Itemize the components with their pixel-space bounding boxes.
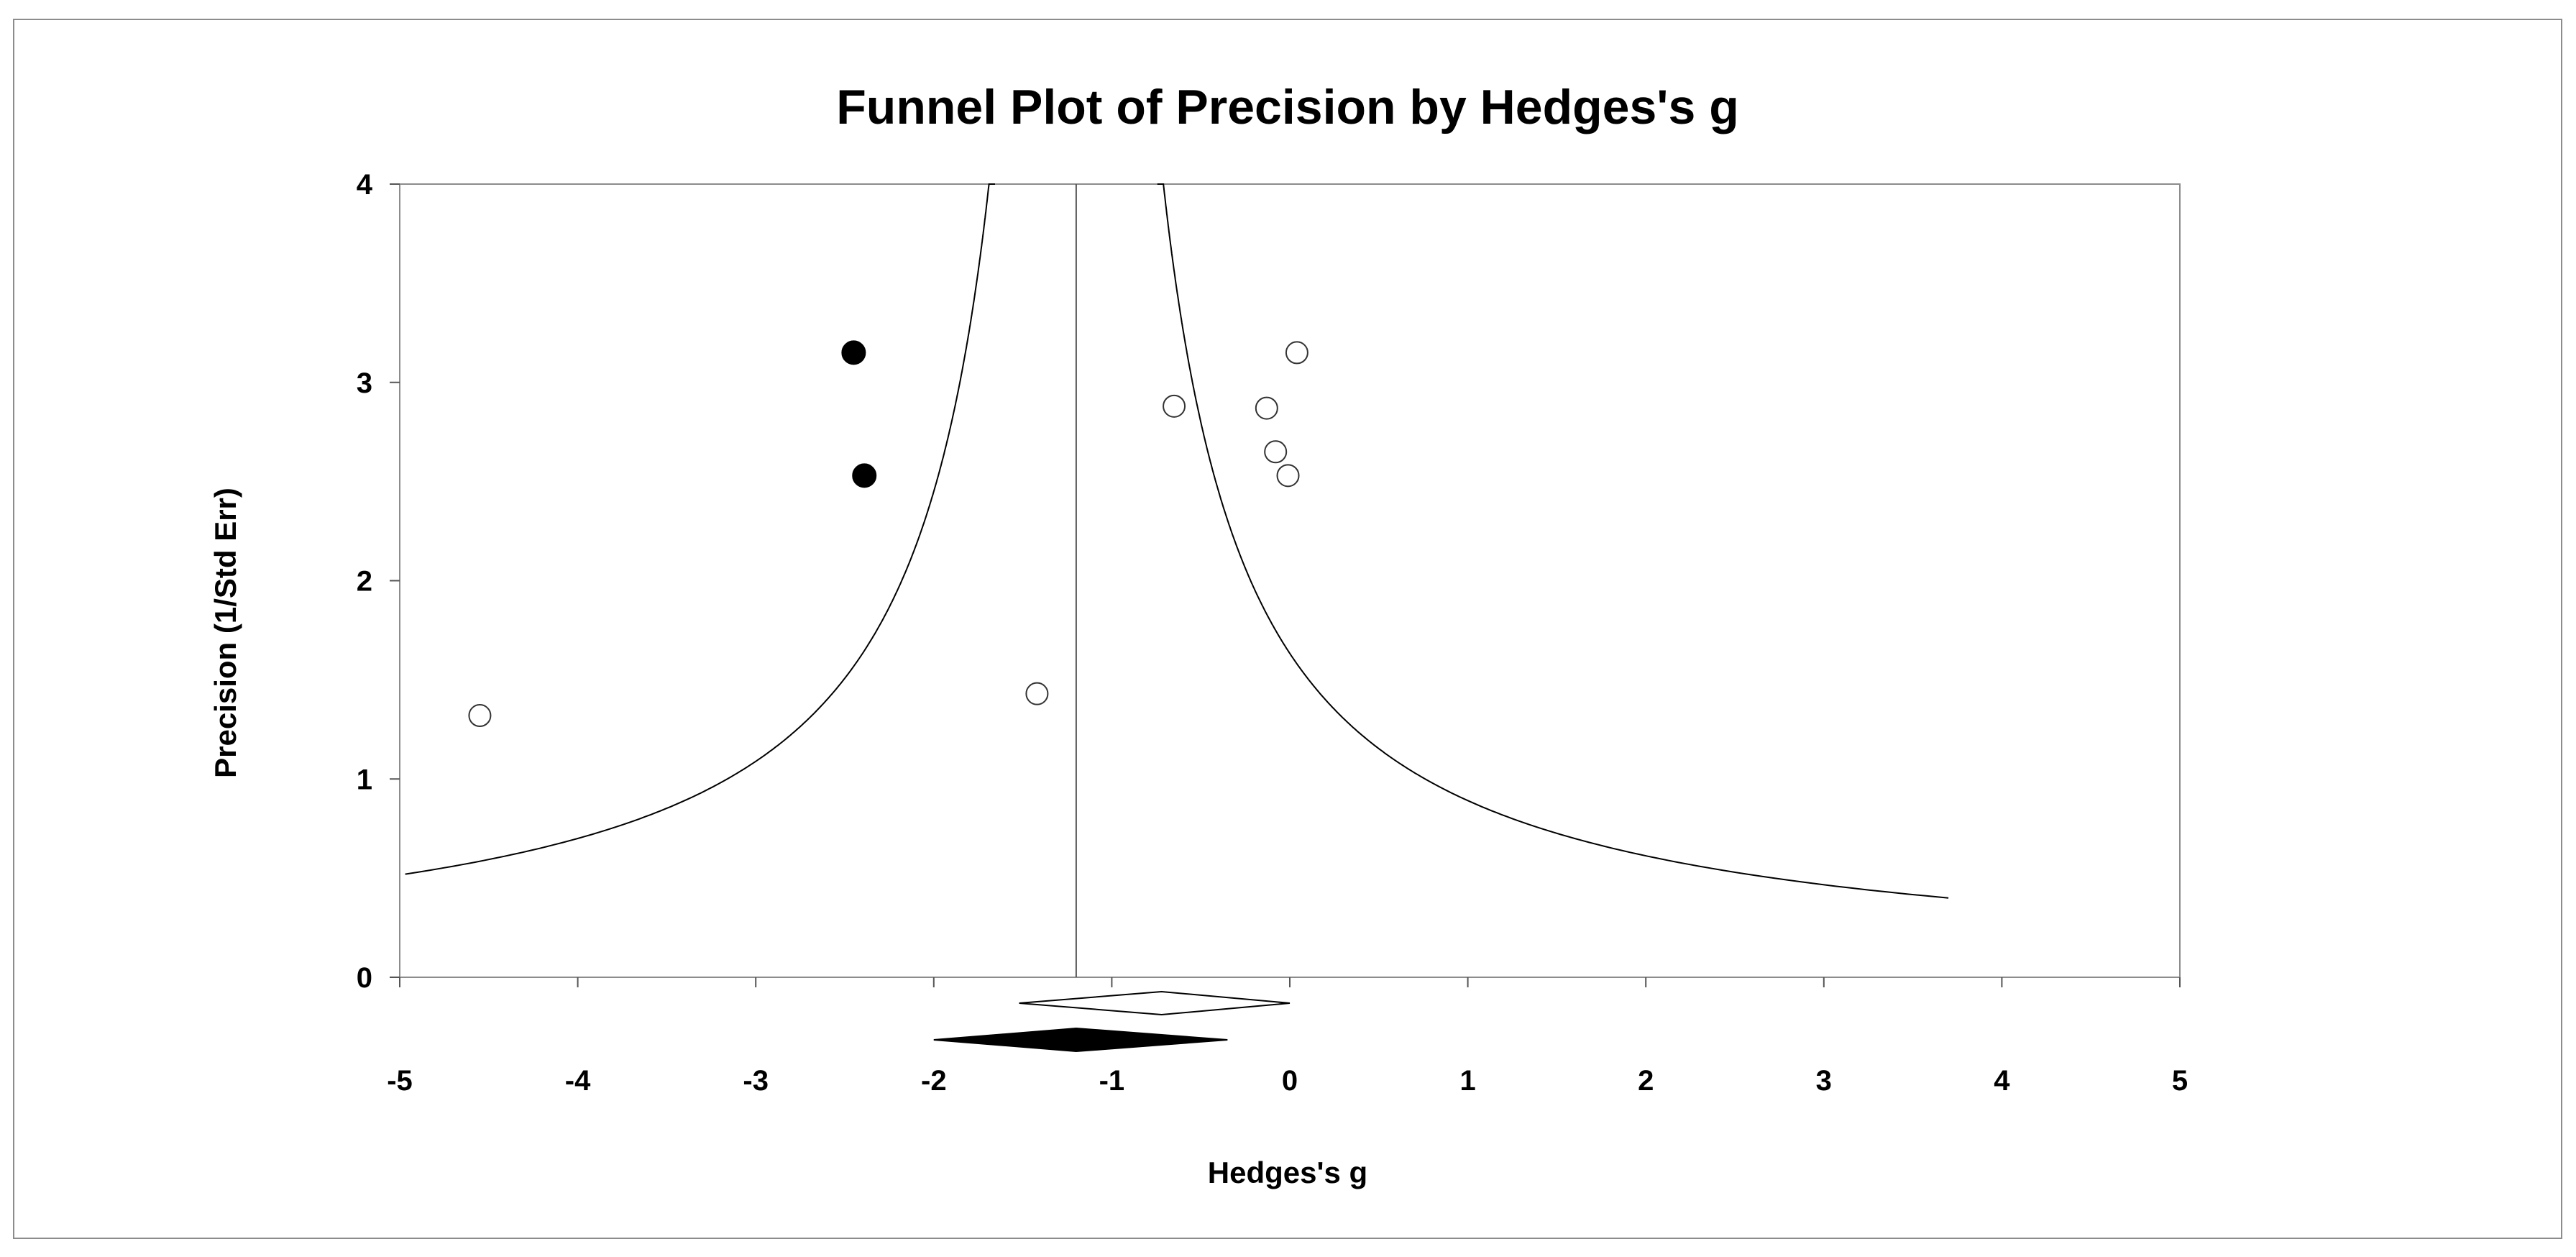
funnel-right-boundary [1157, 183, 1949, 899]
plot-area [399, 183, 2181, 978]
y-tick-label: 1 [357, 764, 372, 795]
x-tick-label: -1 [1099, 1065, 1125, 1097]
data-points [468, 340, 1308, 728]
x-axis: -5 -4 -3 -2 -1 0 1 2 3 4 5 [387, 977, 2188, 1097]
observed-study-point-2 [1163, 394, 1186, 418]
summary-diamonds [933, 990, 1291, 1053]
funnel-lines [405, 183, 1949, 977]
x-tick-label: 5 [2172, 1065, 2188, 1097]
observed-study-point-0 [468, 704, 492, 728]
y-axis: 0 1 2 3 4 [357, 169, 400, 994]
y-tick-label: 4 [357, 169, 373, 201]
y-tick-label: 0 [357, 962, 372, 994]
y-tick-label: 3 [357, 367, 372, 399]
adjusted-summary-diamond [933, 1027, 1228, 1053]
x-tick-label: -3 [743, 1065, 769, 1097]
x-tick-label: 3 [1816, 1065, 1832, 1097]
observed-summary-diamond [1019, 990, 1291, 1016]
imputed-study-point-1 [852, 463, 877, 488]
chart-title: Funnel Plot of Precision by Hedges's g [836, 80, 1738, 134]
x-tick-label: 0 [1282, 1065, 1298, 1097]
x-tick-label: -4 [565, 1065, 591, 1097]
y-axis-label: Precision (1/Std Err) [208, 488, 242, 778]
observed-study-point-3 [1255, 396, 1278, 420]
y-tick-label: 2 [357, 566, 372, 598]
observed-study-point-6 [1285, 341, 1308, 365]
observed-study-point-4 [1264, 440, 1288, 464]
imputed-study-point-0 [841, 340, 866, 365]
x-tick-label: 2 [1638, 1065, 1654, 1097]
x-axis-label: Hedges's g [1208, 1156, 1367, 1189]
x-tick-label: 1 [1459, 1065, 1475, 1097]
observed-study-point-1 [1025, 682, 1049, 705]
x-tick-label: -2 [921, 1065, 947, 1097]
funnel-left-boundary [405, 183, 995, 875]
x-tick-label: -5 [387, 1065, 413, 1097]
x-tick-label: 4 [1994, 1065, 2010, 1097]
observed-study-point-5 [1276, 464, 1300, 488]
